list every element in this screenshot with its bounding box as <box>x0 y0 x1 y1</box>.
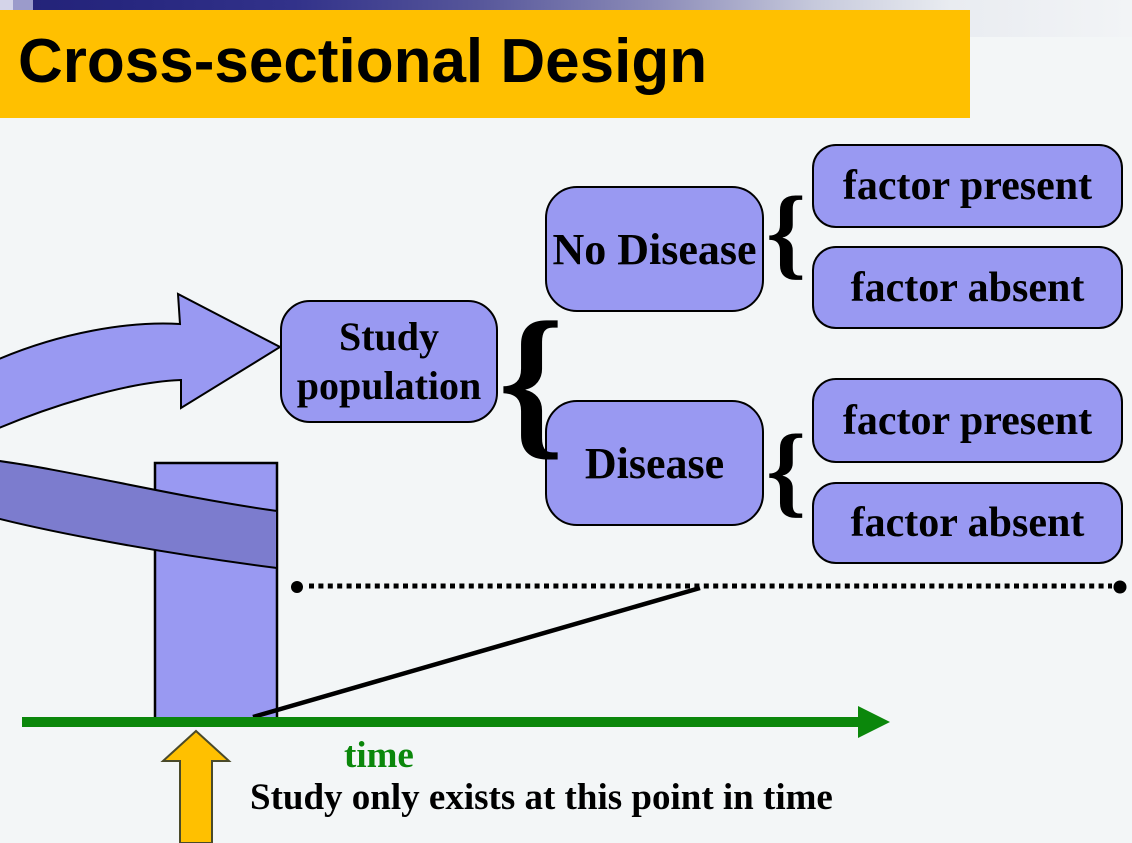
study-population-line2: population <box>296 362 482 408</box>
decor-square-light <box>0 0 13 10</box>
no-disease-box: No Disease <box>545 186 764 312</box>
dotted-line-start-dot <box>291 581 303 593</box>
brace-disease-split: { <box>766 414 807 527</box>
time-axis-line <box>22 717 858 727</box>
page-title: Cross-sectional Design <box>18 26 708 96</box>
factor-absent-label: factor absent <box>850 500 1085 546</box>
study-population-line1: Study <box>338 313 440 359</box>
now-up-arrow-icon <box>160 729 232 843</box>
brace-study-split: { <box>498 288 565 474</box>
time-axis-label: time <box>344 735 414 776</box>
study-population-label: Study population <box>297 313 482 411</box>
no-disease-label: No Disease <box>552 224 757 274</box>
factor-absent-label: factor absent <box>850 264 1085 311</box>
factor-present-box-bottom: factor present <box>812 378 1123 463</box>
factor-present-label: factor present <box>842 397 1093 444</box>
curved-arrow-icon <box>0 292 283 429</box>
disease-box: Disease <box>545 400 764 526</box>
time-axis-arrowhead-icon <box>858 706 890 738</box>
study-population-box: Study population <box>280 300 498 423</box>
factor-present-label: factor present <box>842 163 1093 209</box>
title-banner: Cross-sectional Design <box>0 10 970 118</box>
timeline-caption: Study only exists at this point in time <box>250 777 833 818</box>
factor-present-box-top: factor present <box>812 144 1123 228</box>
dotted-line-end-dot <box>1113 580 1127 594</box>
disease-label: Disease <box>584 438 725 488</box>
brace-no-disease-split: { <box>766 176 807 289</box>
curved-arrow-tail-icon <box>0 460 278 570</box>
factor-absent-box-top: factor absent <box>812 246 1123 329</box>
diagonal-connector-line <box>252 585 701 720</box>
factor-absent-box-bottom: factor absent <box>812 482 1123 564</box>
decor-square-medium <box>13 0 33 10</box>
